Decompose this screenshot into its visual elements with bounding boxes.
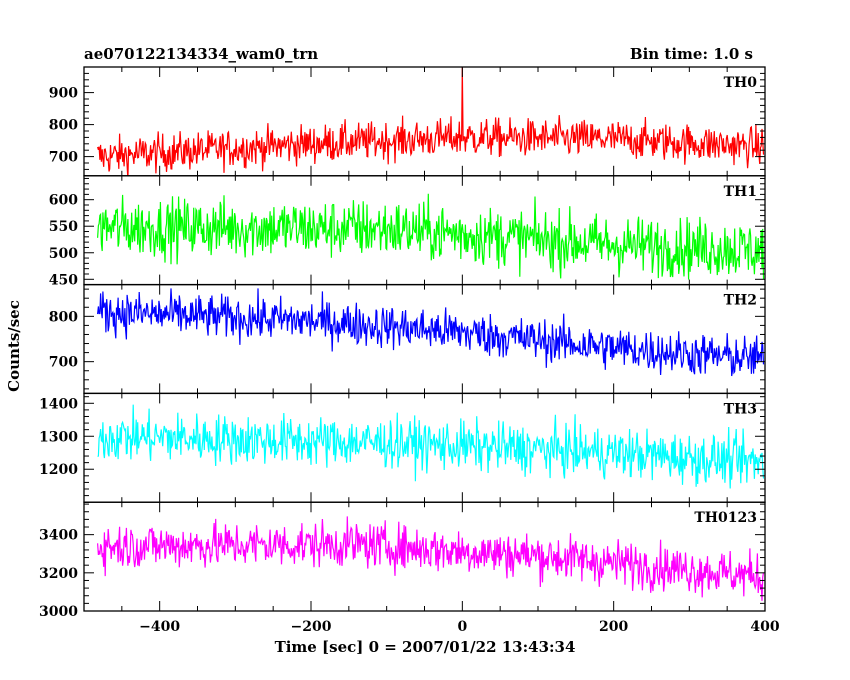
x-tick-label: −200 [291, 619, 332, 635]
y-tick-label: 550 [49, 219, 78, 235]
x-tick-label: 400 [750, 619, 779, 635]
x-tick-label: 200 [599, 619, 628, 635]
y-tick-label: 900 [49, 86, 78, 102]
y-tick-label: 1300 [39, 429, 78, 445]
y-tick-label: 3200 [39, 566, 78, 582]
light-curve-th0123 [97, 516, 765, 601]
y-tick-label: 700 [49, 150, 78, 166]
light-curve-th3 [97, 404, 765, 489]
y-tick-label: 700 [49, 355, 78, 371]
y-tick-label: 1200 [39, 462, 78, 478]
y-tick-label: 3400 [39, 528, 78, 544]
y-tick-label: 600 [49, 193, 78, 209]
y-tick-label: 450 [49, 272, 78, 288]
y-tick-label: 3000 [39, 604, 78, 620]
x-tick-label: −400 [139, 619, 180, 635]
x-axis-label: Time [sec] 0 = 2007/01/22 13:43:34 [274, 638, 576, 656]
y-tick-label: 500 [49, 246, 78, 262]
panel-frame-th0 [83, 66, 766, 177]
chart-title: ae070122134334_wam0_trn [84, 45, 319, 63]
y-tick-label: 1400 [39, 396, 78, 412]
y-tick-label: 800 [49, 118, 78, 134]
bin-time-label: Bin time: 1.0 s [629, 45, 753, 63]
panel-label-th1: TH1 [724, 184, 757, 200]
panel-frame-th2 [83, 283, 766, 395]
y-tick-label: 800 [49, 309, 78, 325]
x-tick-label: 0 [457, 619, 467, 635]
light-curve-th0 [97, 67, 765, 176]
panel-label-th0123: TH0123 [694, 510, 757, 526]
light-curve-th1 [97, 193, 765, 280]
panel-label-th2: TH2 [724, 293, 757, 309]
light-curve-th2 [97, 288, 765, 377]
panel-label-th0: TH0 [724, 75, 758, 91]
panel-label-th3: TH3 [724, 401, 757, 417]
